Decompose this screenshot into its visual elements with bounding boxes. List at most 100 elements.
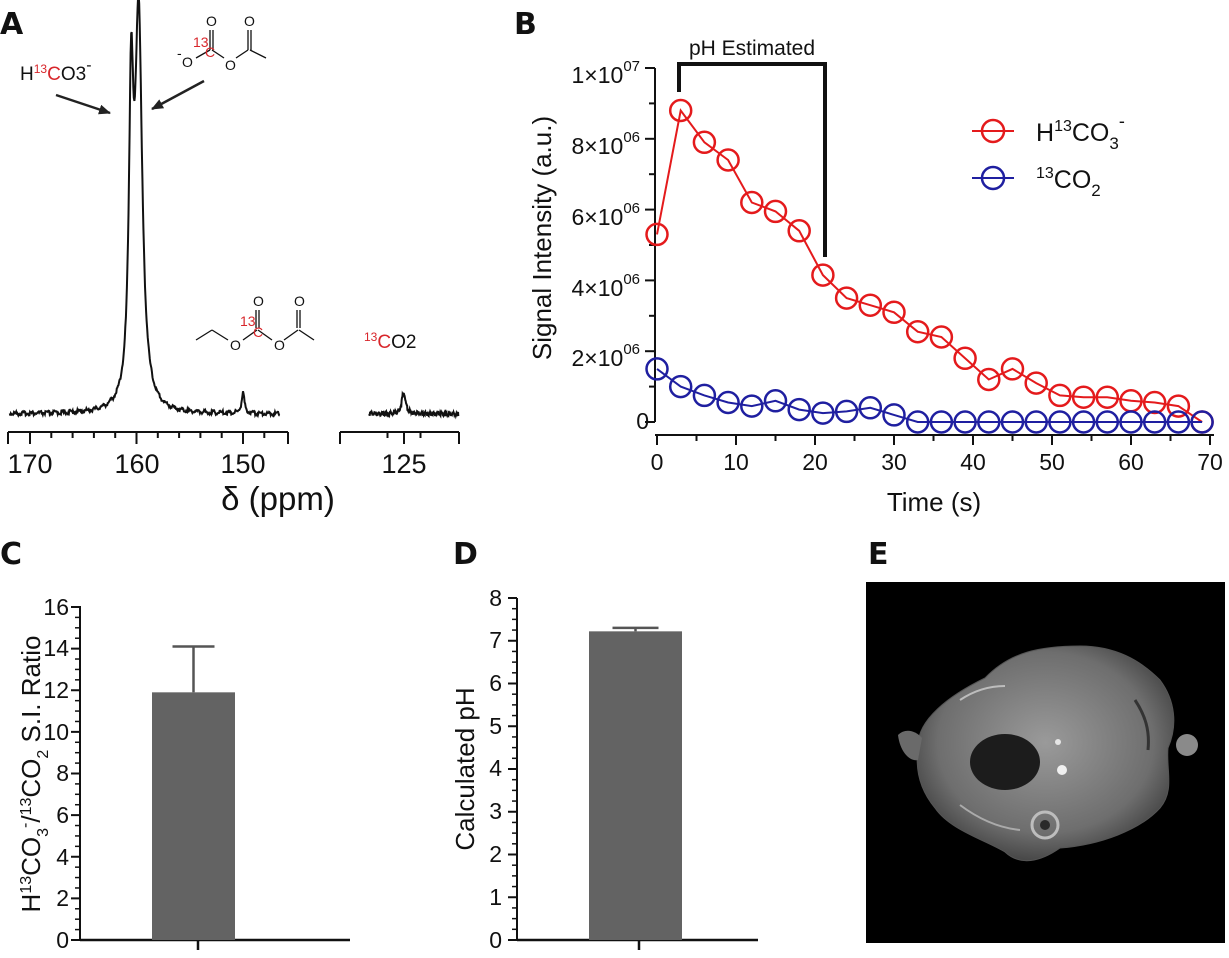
x-axis-a: 170 160 150 125 δ (ppm) — [7, 431, 460, 517]
x-tick-label-170: 170 — [7, 449, 52, 479]
y-axis-title-d: Calculated pH — [450, 687, 480, 850]
point-bicarbonate-42 — [977, 367, 1001, 392]
y-tick-label-d-4: 4 — [489, 755, 502, 781]
point-bicarbonate-15 — [763, 199, 788, 224]
spectrum-line-left — [8, 0, 281, 419]
y-tick-label-d-1: 1 — [489, 884, 502, 910]
legend-marker-bicarbonate — [980, 118, 1006, 144]
svg-text:C: C — [205, 44, 215, 60]
y-tick-label-c-16: 16 — [43, 594, 69, 620]
point-co2-27 — [858, 396, 883, 420]
point-co2-12 — [740, 394, 764, 418]
bar-c — [152, 692, 235, 940]
point-bicarbonate-27 — [858, 293, 883, 317]
svg-text:O: O — [253, 293, 264, 309]
x-axis-title-b: Time (s) — [887, 487, 981, 517]
y-tick-label-c-2: 2 — [56, 885, 69, 911]
point-co2-57 — [1095, 410, 1120, 434]
bar-d — [589, 631, 682, 940]
y-ticks-c — [71, 606, 80, 941]
bicarbonate-label: H13CO3- — [20, 57, 92, 85]
point-bicarbonate-18 — [787, 219, 811, 243]
point-bicarbonate-21 — [811, 263, 835, 287]
x-tick-label-b-0: 0 — [651, 449, 664, 475]
panel-label-c: C — [0, 537, 22, 572]
point-co2-21 — [811, 401, 835, 425]
point-co2-15 — [763, 389, 788, 413]
axis-ticks-b — [645, 67, 1211, 445]
point-co2-42 — [977, 410, 1001, 434]
x-tick-label-b-40: 40 — [960, 449, 986, 475]
y-tick-label-c-8: 8 — [56, 760, 69, 786]
point-co2-30 — [882, 403, 906, 427]
y-tick-label-d-5: 5 — [489, 713, 502, 739]
point-bicarbonate-9 — [716, 148, 740, 172]
y-tick-label-d-8: 8 — [489, 585, 502, 611]
legend-label-bicarbonate: H13CO3- — [1036, 111, 1125, 153]
point-co2-39 — [953, 410, 977, 434]
ph-estimated-label: pH Estimated — [689, 37, 815, 60]
point-co2-63 — [1142, 410, 1167, 434]
arrow-bicarbonate — [55, 93, 111, 115]
point-bicarbonate-33 — [905, 319, 930, 344]
series-b — [645, 98, 1214, 434]
point-co2-66 — [1166, 410, 1191, 434]
y-tick-label-c-6: 6 — [56, 802, 69, 828]
y-tick-label-c-0: 0 — [56, 927, 69, 953]
point-bicarbonate-54 — [1071, 385, 1096, 409]
point-bicarbonate-48 — [1024, 371, 1048, 395]
panel-label-a: A — [0, 7, 24, 42]
mri-spine-canal — [1040, 820, 1050, 830]
mri-image — [866, 582, 1225, 943]
x-axis-title-a: δ (ppm) — [221, 480, 335, 517]
point-co2-60 — [1119, 410, 1143, 434]
mri-tissue-line-2 — [1133, 699, 1150, 751]
mri-tissue-line-1 — [959, 685, 1006, 701]
y-tick-label-c-10: 10 — [43, 719, 69, 745]
x-tick-label-b-70: 70 — [1197, 449, 1223, 475]
svg-text:-: - — [177, 45, 182, 61]
svg-text:O: O — [230, 337, 241, 353]
x-tick-label-b-50: 50 — [1039, 449, 1065, 475]
y-ticks-d — [508, 597, 517, 941]
x-tick-label-b-30: 30 — [881, 449, 907, 475]
y-tick-label-b-2e6: 2×1006 — [572, 341, 641, 371]
point-co2-45 — [1000, 410, 1025, 434]
point-bicarbonate-30 — [882, 300, 906, 325]
point-bicarbonate-66 — [1166, 394, 1191, 418]
y-tick-label-d-2: 2 — [489, 841, 502, 867]
series-line-bicarbonate — [656, 108, 1203, 423]
legend-entry-bicarbonate: H13CO3- — [972, 111, 1125, 153]
x-tick-label-b-60: 60 — [1118, 449, 1144, 475]
x-tick-label-125: 125 — [381, 449, 426, 479]
svg-text:O: O — [206, 13, 217, 29]
mri-body — [916, 645, 1175, 862]
point-bicarbonate-39 — [953, 346, 977, 371]
y-tick-label-c-12: 12 — [43, 677, 69, 703]
point-bicarbonate-36 — [929, 325, 954, 349]
svg-text:13: 13 — [193, 34, 209, 50]
x-ticks-a — [7, 432, 460, 444]
y-tick-label-b-0: 0 — [636, 408, 649, 434]
point-co2-33 — [905, 410, 930, 434]
point-bicarbonate-57 — [1095, 385, 1120, 409]
panel-b: B 0 2×1006 4×1006 6×1006 8×1006 1×1007 0… — [514, 7, 1223, 517]
y-tick-label-b-8e6: 8×1006 — [572, 129, 641, 159]
legend-marker-co2 — [980, 165, 1006, 191]
mri-reference-phantom — [1176, 734, 1198, 756]
point-bicarbonate-0 — [645, 222, 669, 247]
svg-text:O: O — [182, 54, 193, 70]
panel-a: A 170 160 150 125 δ (ppm) H13CO3- — [0, 0, 460, 517]
point-bicarbonate-63 — [1142, 390, 1167, 415]
y-axis-title-b: Signal Intensity (a.u.) — [527, 116, 557, 360]
point-bicarbonate-12 — [740, 190, 764, 215]
ph-estimated-bracket — [677, 62, 827, 257]
y-tick-label-d-0: 0 — [489, 927, 502, 953]
point-co2-69 — [1190, 410, 1214, 434]
y-tick-label-b-6e6: 6×1006 — [572, 200, 641, 230]
mri-dark-region — [970, 734, 1040, 790]
panel-label-d: D — [453, 537, 478, 572]
point-bicarbonate-51 — [1048, 383, 1072, 408]
y-tick-label-c-4: 4 — [56, 844, 69, 870]
